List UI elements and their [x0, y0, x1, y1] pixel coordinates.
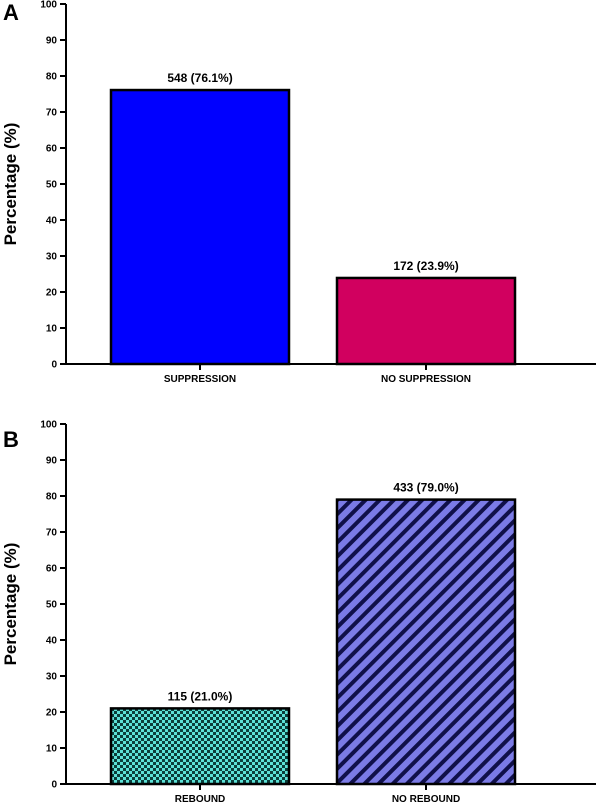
- y-tick-label: 80: [46, 72, 58, 83]
- y-tick-label: 0: [51, 780, 57, 791]
- y-tick-label: 80: [46, 492, 58, 503]
- bar-no-suppression: [335, 276, 517, 366]
- bar-no-rebound: [335, 498, 517, 786]
- y-tick-label: 40: [46, 216, 58, 227]
- y-tick-label: 0: [51, 360, 57, 371]
- panel-b: B 0 10 20 30 40 50 60 70 80 90 100 Percentage (%) 115…: [1, 420, 596, 804]
- y-tick-label: 10: [46, 744, 58, 755]
- y-tick-label: 40: [46, 636, 58, 647]
- bar-data-label: 548 (76.1%): [167, 71, 232, 85]
- y-tick-label: 90: [46, 36, 58, 47]
- x-category-label: REBOUND: [175, 794, 226, 804]
- y-axis-title: Percentage (%): [1, 543, 20, 666]
- y-tick-label: 10: [46, 324, 58, 335]
- y-tick-label: 70: [46, 528, 58, 539]
- y-tick-label: 60: [46, 144, 58, 155]
- y-tick-label: 70: [46, 108, 58, 119]
- panel-letter: B: [3, 427, 19, 452]
- y-tick-label: 20: [46, 288, 58, 299]
- x-category-label: NO SUPPRESSION: [381, 374, 471, 385]
- x-category-label: SUPPRESSION: [164, 374, 236, 385]
- y-axis-title: Percentage (%): [1, 123, 20, 246]
- y-tick-label: 90: [46, 456, 58, 467]
- panel-a: A 0 10 20 30 40 50 60 70 80 90 100 Percentage (%) 548…: [1, 0, 596, 385]
- y-tick-label: 60: [46, 564, 58, 575]
- y-tick-label: 20: [46, 708, 58, 719]
- y-tick-label: 30: [46, 252, 58, 263]
- bar-rebound: [109, 707, 291, 786]
- y-tick-label: 50: [46, 600, 58, 611]
- y-tick-label: 50: [46, 180, 58, 191]
- bar-data-label: 433 (79.0%): [393, 481, 458, 495]
- y-tick-label: 100: [40, 420, 57, 431]
- bar-data-label: 115 (21.0%): [168, 689, 233, 703]
- y-tick-label: 30: [46, 672, 58, 683]
- bar-data-label: 172 (23.9%): [393, 259, 458, 273]
- x-category-label: NO REBOUND: [392, 794, 460, 804]
- y-tick-label: 100: [40, 0, 57, 11]
- panel-letter: A: [3, 0, 19, 25]
- bar-suppression: [109, 88, 291, 366]
